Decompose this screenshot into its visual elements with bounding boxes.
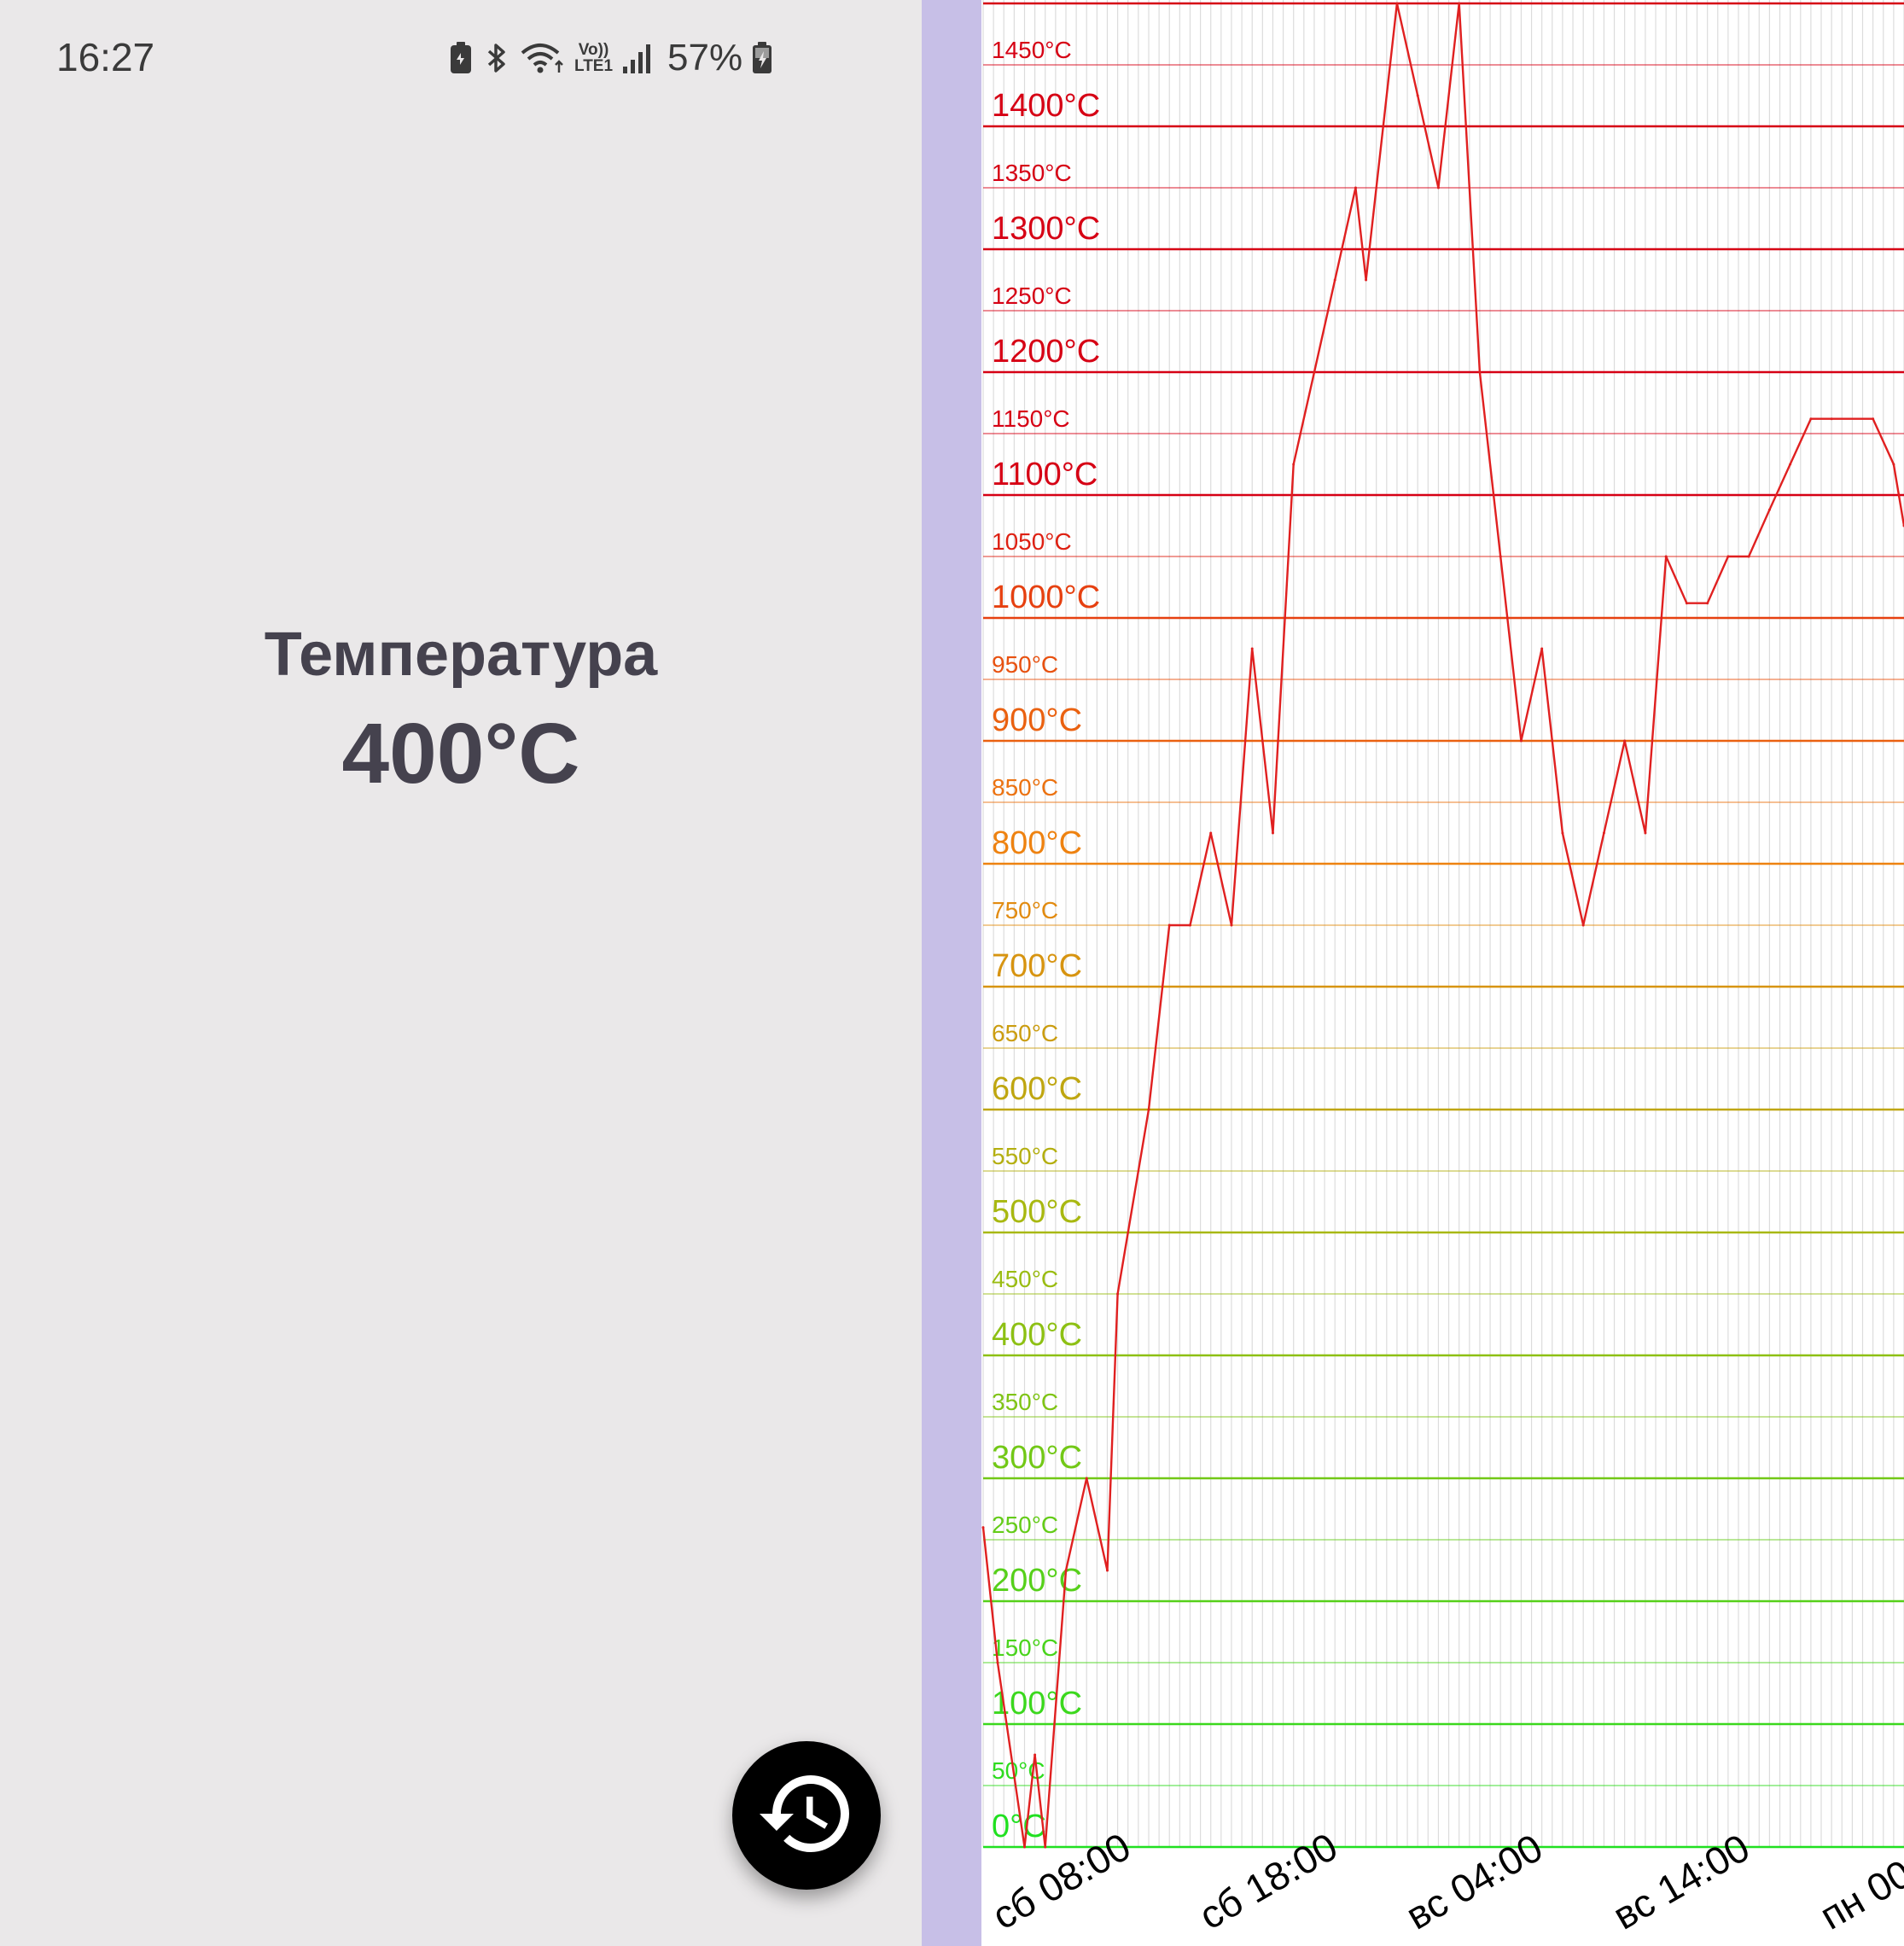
data-point [1561,831,1564,835]
y-minor-tick-label: 850°C [992,774,1058,801]
y-major-tick-label: 1200°C [992,334,1100,370]
data-point [1022,1845,1026,1849]
y-minor-tick-label: 1150°C [992,405,1070,432]
data-point [1034,1753,1037,1757]
sensor-value: 400°C [341,706,580,801]
x-tick-label: вс 14:00 [1605,1825,1756,1937]
data-point [1726,555,1730,558]
y-minor-tick-label: 250°C [992,1512,1058,1538]
y-major-tick-label: 100°C [992,1686,1082,1722]
data-point [1147,1108,1150,1111]
data-point [996,1661,999,1664]
volte-lte-icon: Vo)) LTE1 [574,42,613,74]
data-point [1416,94,1419,97]
y-minor-tick-label: 1250°C [992,283,1072,309]
y-minor-tick-label: 1350°C [992,160,1072,186]
y-major-tick-label: 200°C [992,1563,1082,1599]
data-point [1685,602,1688,605]
data-point [1105,1569,1109,1572]
data-point [1789,463,1792,466]
y-major-tick-label: 1000°C [992,580,1100,615]
y-minor-tick-label: 1450°C [992,37,1072,63]
data-point [1872,417,1875,421]
data-point [1230,923,1233,927]
temperature-chart[interactable]: 50°C 150°C 250°C 350°C 450°C 550°C 650°C 750°C 8… [981,0,1904,1946]
data-point [1354,186,1357,189]
data-point [1706,602,1709,605]
y-major-tick-label: 1300°C [992,211,1100,247]
y-major-tick-label: 800°C [992,825,1082,861]
y-minor-tick-label: 650°C [992,1020,1058,1046]
data-point [1540,647,1544,650]
data-point [1664,555,1668,558]
data-point [1395,2,1399,5]
data-point [1333,278,1336,282]
data-point [1250,647,1254,650]
y-minor-tick-label: 950°C [992,651,1058,678]
x-tick-label: вс 04:00 [1399,1825,1550,1937]
data-point [1458,2,1461,5]
data-point [1044,1845,1047,1849]
y-major-tick-label: 900°C [992,702,1082,738]
x-tick-label: пн 00:00 [1813,1824,1904,1938]
data-point [1644,831,1647,835]
y-major-tick-label: 600°C [992,1071,1082,1107]
y-minor-tick-label: 350°C [992,1389,1058,1415]
y-minor-tick-label: 550°C [992,1143,1058,1169]
data-point [1313,370,1316,374]
y-major-tick-label: 1400°C [992,88,1100,124]
data-point [1436,186,1440,189]
data-point [1292,463,1296,466]
data-point [1167,923,1171,927]
y-minor-tick-label: 150°C [992,1634,1058,1661]
data-point [1499,555,1502,558]
battery-percent: 57% [667,37,743,79]
data-point [1116,1292,1120,1296]
wifi-icon [520,41,566,75]
y-major-tick-label: 500°C [992,1194,1082,1230]
y-major-tick-label: 1100°C [992,457,1098,492]
chart-svg: 50°C150°C250°C350°C450°C550°C650°C750°C8… [981,0,1904,1938]
y-major-tick-label: 400°C [992,1317,1082,1353]
data-point [1085,1477,1088,1480]
y-minor-tick-label: 1050°C [992,528,1072,555]
y-major-tick-label: 700°C [992,948,1082,984]
bluetooth-icon [482,41,511,75]
lte-label: LTE1 [574,57,614,75]
history-button[interactable] [732,1741,881,1890]
status-icons: Vo)) LTE1 57% [448,37,773,79]
data-point [1767,508,1771,511]
sensor-title: Температура [264,621,658,689]
status-bar: 16:27 [0,0,922,119]
volte-label: Vo)) [578,41,609,59]
data-point [1365,278,1368,282]
data-point [1830,417,1833,421]
data-point [1519,739,1523,743]
battery-charging-icon [751,41,773,75]
data-point [1209,831,1213,835]
battery-saver-icon [448,41,474,75]
history-icon [755,1762,858,1869]
y-minor-tick-label: 750°C [992,897,1058,923]
data-point [1271,831,1274,835]
data-point [981,1526,985,1529]
data-point [1809,417,1813,421]
y-minor-tick-label: 450°C [992,1266,1058,1292]
data-point [1188,923,1191,927]
series-line [981,3,1904,1848]
data-point [1623,739,1627,743]
x-tick-label: сб 18:00 [1191,1824,1345,1938]
signal-icon [621,41,652,75]
status-time: 16:27 [56,35,155,79]
data-point [1747,555,1750,558]
y-major-tick-label: 300°C [992,1440,1082,1476]
data-point [1064,1569,1068,1572]
data-point [1602,831,1605,835]
side-divider [922,0,981,1946]
main-panel: 16:27 [0,0,922,1946]
data-point [1581,923,1585,927]
data-point [1478,370,1482,374]
data-point [1892,463,1895,466]
